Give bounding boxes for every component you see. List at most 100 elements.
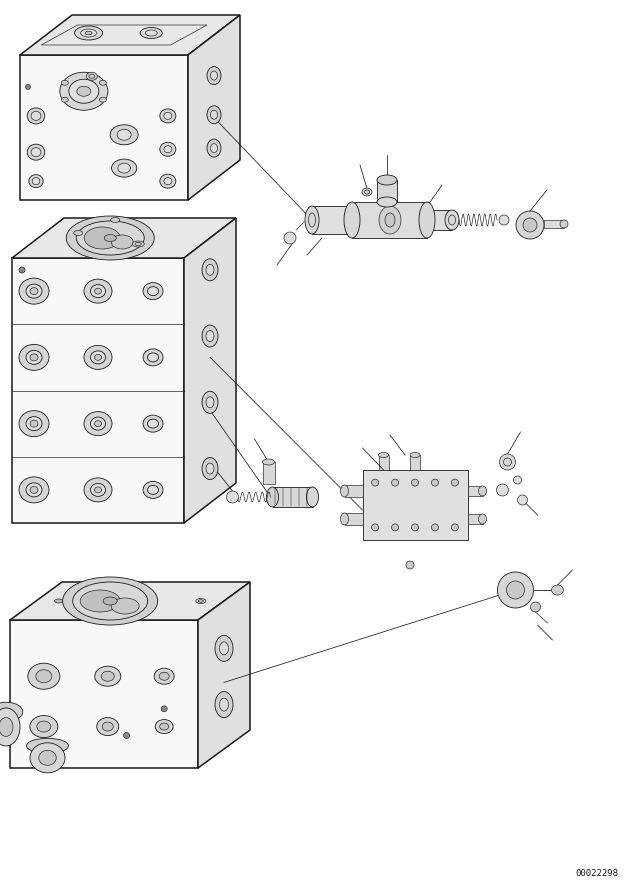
Ellipse shape xyxy=(147,287,158,296)
Ellipse shape xyxy=(32,177,40,185)
Ellipse shape xyxy=(27,738,68,754)
Text: 00022298: 00022298 xyxy=(575,869,618,878)
Ellipse shape xyxy=(410,452,420,458)
Ellipse shape xyxy=(69,79,99,103)
Ellipse shape xyxy=(207,139,221,157)
Polygon shape xyxy=(10,620,198,768)
Ellipse shape xyxy=(206,463,214,474)
Circle shape xyxy=(498,572,534,608)
Circle shape xyxy=(25,84,30,90)
Ellipse shape xyxy=(147,486,158,495)
Ellipse shape xyxy=(160,723,168,730)
Ellipse shape xyxy=(80,29,97,37)
Polygon shape xyxy=(188,15,240,200)
Ellipse shape xyxy=(30,487,38,494)
Ellipse shape xyxy=(75,26,103,40)
Ellipse shape xyxy=(154,668,174,685)
Ellipse shape xyxy=(19,278,49,304)
Ellipse shape xyxy=(95,667,121,686)
Ellipse shape xyxy=(145,30,157,36)
Ellipse shape xyxy=(94,420,101,426)
Bar xyxy=(544,220,564,228)
Ellipse shape xyxy=(77,86,91,96)
Ellipse shape xyxy=(305,206,319,234)
Ellipse shape xyxy=(202,325,218,347)
Ellipse shape xyxy=(118,163,130,173)
Ellipse shape xyxy=(86,73,97,81)
Ellipse shape xyxy=(479,514,487,524)
Ellipse shape xyxy=(101,671,115,681)
Ellipse shape xyxy=(94,289,101,294)
Polygon shape xyxy=(10,582,250,620)
Ellipse shape xyxy=(160,109,176,123)
Polygon shape xyxy=(184,218,236,523)
Ellipse shape xyxy=(54,599,63,603)
Circle shape xyxy=(499,215,509,225)
Ellipse shape xyxy=(344,202,360,238)
Ellipse shape xyxy=(76,221,144,255)
Ellipse shape xyxy=(215,635,233,661)
Ellipse shape xyxy=(215,692,233,718)
Ellipse shape xyxy=(97,718,119,736)
Ellipse shape xyxy=(85,31,92,35)
Circle shape xyxy=(161,706,167,711)
Bar xyxy=(344,513,363,525)
Ellipse shape xyxy=(0,718,13,737)
Ellipse shape xyxy=(66,216,154,260)
Circle shape xyxy=(392,524,399,531)
Ellipse shape xyxy=(84,411,112,435)
Circle shape xyxy=(372,524,379,531)
Bar xyxy=(410,455,420,470)
Ellipse shape xyxy=(159,672,169,680)
Ellipse shape xyxy=(220,642,229,655)
Ellipse shape xyxy=(560,220,568,228)
Ellipse shape xyxy=(551,585,563,595)
Ellipse shape xyxy=(19,344,49,370)
Ellipse shape xyxy=(0,702,23,721)
Ellipse shape xyxy=(19,477,49,503)
Polygon shape xyxy=(20,55,188,200)
Bar xyxy=(352,202,427,238)
Ellipse shape xyxy=(111,159,137,177)
Circle shape xyxy=(518,495,527,505)
Circle shape xyxy=(19,267,25,273)
Ellipse shape xyxy=(379,206,401,234)
Ellipse shape xyxy=(63,577,158,625)
Bar xyxy=(263,462,275,484)
Ellipse shape xyxy=(379,452,389,458)
Ellipse shape xyxy=(206,397,214,408)
Ellipse shape xyxy=(39,750,56,765)
Ellipse shape xyxy=(445,210,459,230)
Ellipse shape xyxy=(27,144,45,160)
Bar xyxy=(379,455,389,470)
Ellipse shape xyxy=(147,353,158,362)
Ellipse shape xyxy=(94,487,101,493)
Ellipse shape xyxy=(91,351,106,364)
Polygon shape xyxy=(12,218,236,258)
Ellipse shape xyxy=(104,235,116,242)
Ellipse shape xyxy=(84,345,112,369)
Ellipse shape xyxy=(26,284,42,298)
Bar xyxy=(468,514,482,524)
Ellipse shape xyxy=(26,417,42,431)
Ellipse shape xyxy=(84,280,112,303)
Ellipse shape xyxy=(30,288,38,295)
Circle shape xyxy=(392,479,399,487)
Ellipse shape xyxy=(132,241,144,247)
Ellipse shape xyxy=(211,110,218,119)
Ellipse shape xyxy=(103,597,117,605)
Circle shape xyxy=(284,232,296,244)
Bar xyxy=(377,180,397,202)
Ellipse shape xyxy=(155,719,173,734)
Ellipse shape xyxy=(30,743,65,772)
Circle shape xyxy=(411,524,418,531)
Ellipse shape xyxy=(30,420,38,427)
Circle shape xyxy=(530,602,541,612)
Ellipse shape xyxy=(73,230,83,236)
Bar xyxy=(312,206,352,234)
Bar xyxy=(468,486,482,496)
Circle shape xyxy=(499,454,515,470)
Ellipse shape xyxy=(206,264,214,275)
Ellipse shape xyxy=(207,66,221,84)
Ellipse shape xyxy=(263,459,275,465)
